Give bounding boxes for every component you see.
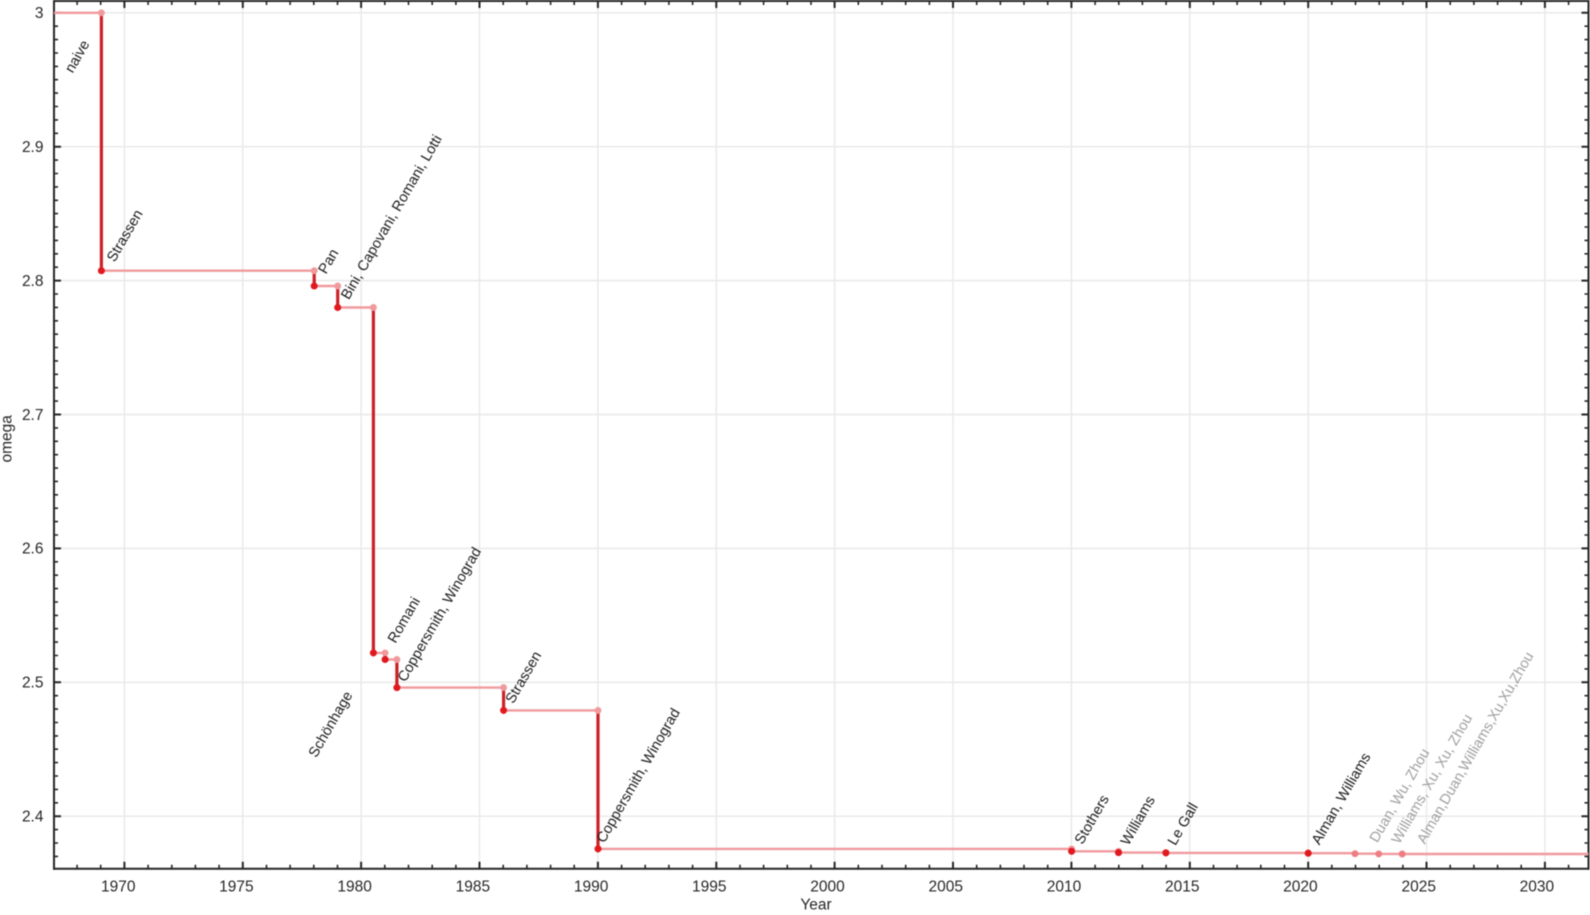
svg-text:2.7: 2.7 xyxy=(22,407,44,424)
svg-text:2025: 2025 xyxy=(1401,878,1435,895)
svg-text:1975: 1975 xyxy=(219,878,253,895)
svg-text:2005: 2005 xyxy=(929,878,963,895)
svg-text:2.8: 2.8 xyxy=(22,273,44,290)
svg-text:2.4: 2.4 xyxy=(22,809,44,826)
svg-text:1980: 1980 xyxy=(337,878,372,895)
svg-text:omega: omega xyxy=(0,415,16,463)
svg-text:Year: Year xyxy=(800,897,831,911)
svg-text:2000: 2000 xyxy=(810,878,845,895)
svg-text:2010: 2010 xyxy=(1047,878,1082,895)
svg-text:2.6: 2.6 xyxy=(22,541,44,558)
svg-text:1990: 1990 xyxy=(574,878,609,895)
svg-text:2015: 2015 xyxy=(1165,878,1199,895)
svg-text:2.9: 2.9 xyxy=(22,139,44,156)
svg-text:1970: 1970 xyxy=(101,878,136,895)
svg-text:1985: 1985 xyxy=(456,878,490,895)
svg-text:2020: 2020 xyxy=(1283,878,1318,895)
svg-text:2030: 2030 xyxy=(1520,878,1555,895)
svg-text:1995: 1995 xyxy=(692,878,726,895)
svg-text:3: 3 xyxy=(35,5,44,22)
svg-text:2.5: 2.5 xyxy=(22,675,44,692)
